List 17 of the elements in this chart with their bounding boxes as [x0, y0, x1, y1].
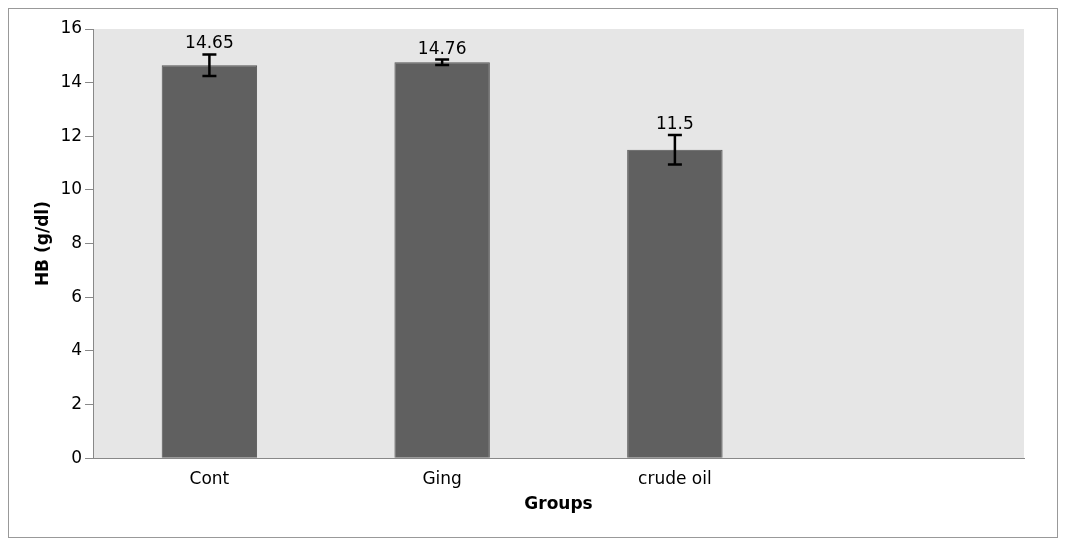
y-tick-label: 16	[60, 17, 83, 38]
y-tick-label: 10	[60, 178, 83, 199]
y-tick-label: 0	[71, 446, 83, 467]
y-tick-label: 14	[60, 71, 83, 92]
x-tick-label: Ging	[422, 467, 462, 488]
y-tick-label: 6	[71, 285, 83, 306]
data-label: 14.65	[185, 32, 234, 53]
data-label: 11.5	[655, 112, 694, 133]
y-tick-label: 12	[60, 124, 83, 145]
x-tick-label: crude oil	[638, 467, 712, 488]
y-axis-title: HB (g/dl)	[31, 201, 52, 287]
y-tick-label: 8	[71, 232, 83, 253]
x-axis-title: Groups	[524, 493, 593, 514]
x-tick-label: Cont	[189, 467, 230, 488]
data-label: 14.76	[417, 37, 467, 58]
y-tick-label: 4	[71, 339, 83, 360]
y-tick-label: 2	[71, 392, 83, 413]
